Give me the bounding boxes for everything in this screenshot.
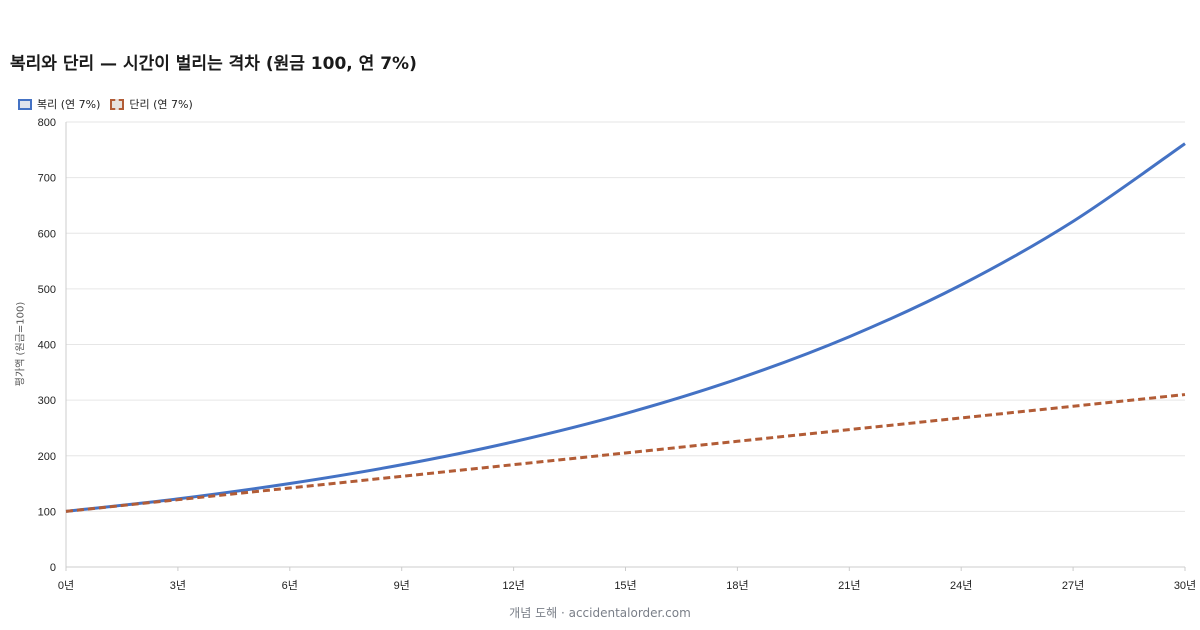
x-tick-label: 15년 xyxy=(614,579,636,592)
y-tick-label: 700 xyxy=(38,173,56,185)
legend-label-compound: 복리 (연 7%) xyxy=(37,98,101,111)
legend: 복리 (연 7%) 단리 (연 7%) xyxy=(18,96,193,112)
legend-item-compound[interactable]: 복리 (연 7%) xyxy=(18,96,100,112)
tick-layer: 0 100 200 300 400 500 600 700 800 0년 3년 6년 9년 12년 15년 1… xyxy=(38,117,1197,592)
axis-layer xyxy=(65,122,1186,571)
x-tick-label: 24년 xyxy=(950,579,972,592)
x-tick-label: 9년 xyxy=(394,579,410,592)
series-line-compound xyxy=(65,142,1186,513)
chart-title: 복리와 단리 — 시간이 벌리는 격차 (원금 100, 연 7%) xyxy=(10,54,417,74)
legend-label-simple: 단리 (연 7%) xyxy=(129,98,193,111)
x-tick-label: 6년 xyxy=(282,579,298,592)
legend-swatch-simple xyxy=(110,98,125,110)
y-tick-label: 500 xyxy=(38,284,56,296)
y-tick-label: 100 xyxy=(38,506,56,518)
x-tick-label: 18년 xyxy=(726,579,748,592)
footer-credit: 개념 도해 · accidentalorder.com xyxy=(509,606,691,620)
legend-item-simple[interactable]: 단리 (연 7%) xyxy=(110,96,193,112)
y-tick-label: 600 xyxy=(38,228,56,240)
x-tick-label: 27년 xyxy=(1062,579,1084,592)
series-layer xyxy=(65,142,1186,513)
y-tick-label: 800 xyxy=(38,117,56,129)
x-tick-label: 0년 xyxy=(58,579,74,592)
x-tick-label: 3년 xyxy=(170,579,186,592)
y-tick-label: 400 xyxy=(38,340,56,352)
x-tick-label: 30년 xyxy=(1174,579,1196,592)
y-tick-label: 200 xyxy=(38,451,56,463)
y-tick-label: 300 xyxy=(38,395,56,407)
legend-swatch-compound xyxy=(18,98,32,110)
grid-layer xyxy=(66,121,1185,568)
y-tick-label: 0 xyxy=(50,562,56,574)
x-tick-label: 12년 xyxy=(502,579,524,592)
x-tick-label: 21년 xyxy=(838,579,860,592)
series-line-simple xyxy=(65,393,1186,513)
